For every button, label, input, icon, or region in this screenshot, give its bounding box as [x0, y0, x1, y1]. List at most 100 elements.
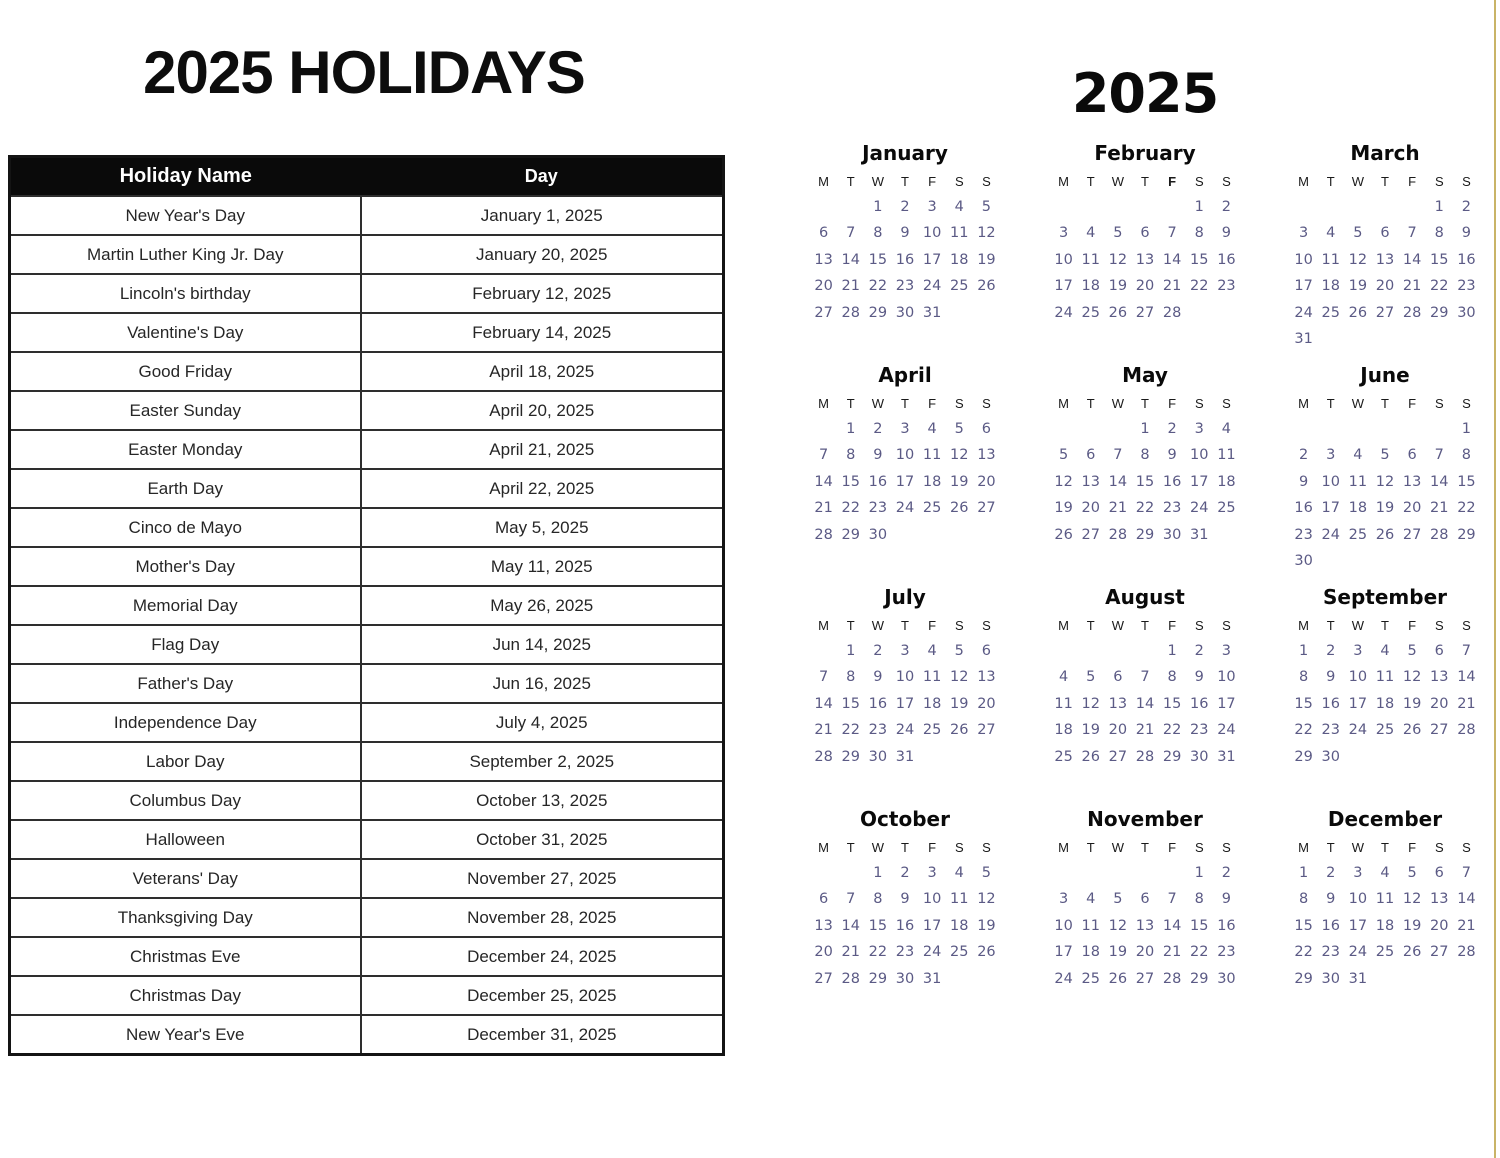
- day-cell: 13: [977, 447, 996, 464]
- day-cell: 14: [814, 473, 833, 490]
- weekday-letter: T: [846, 174, 855, 189]
- day-cell: 15: [1162, 695, 1182, 712]
- holiday-date-cell: May 11, 2025: [359, 546, 725, 587]
- day-cell: 5: [1407, 865, 1417, 881]
- month-january: January M T W T F S S 1 2 3 4 5 6 7 8 9 10 11 12 13 14 15 16 17 1…: [810, 141, 1000, 363]
- day-cell: 8: [1298, 669, 1309, 686]
- day-cell: 14: [1457, 891, 1476, 908]
- days-grid: 1 2 3 4 5 6 7 8 9 10 11 12 13 14 15 16 17 18 19 20 21 22 23 24 2…: [810, 860, 1000, 992]
- weekday-letter: F: [928, 174, 937, 189]
- day-cell: 11: [922, 669, 942, 686]
- day-cell: 9: [1326, 891, 1336, 908]
- day-cell: 5: [1086, 669, 1096, 686]
- day-cell: 16: [1217, 917, 1236, 934]
- weekday-letter: W: [1351, 174, 1364, 189]
- day-cell: 21: [841, 944, 860, 961]
- day-cell: 24: [922, 944, 942, 961]
- day-cell: 15: [1135, 473, 1155, 490]
- day-cell: 20: [1430, 917, 1449, 934]
- day-cell: 30: [1321, 748, 1340, 765]
- day-cell: 12: [977, 225, 996, 242]
- day-cell: 20: [977, 473, 996, 490]
- day-cell: 3: [1058, 225, 1069, 242]
- holiday-row: New Year's Eve December 31, 2025: [8, 1014, 725, 1056]
- holiday-row: Columbus Day October 13, 2025: [8, 780, 725, 821]
- weekday-letter: T: [1326, 618, 1335, 633]
- day-cell: 26: [1375, 526, 1395, 543]
- day-cell: 27: [1135, 304, 1155, 321]
- weekday-letter: W: [871, 174, 884, 189]
- day-cell: 5: [1380, 447, 1390, 464]
- month-april: April M T W T F S S 1 2 3 4 5 6 7 8 9 10 11 12 13 14 15 16 17 18 1…: [810, 363, 1000, 585]
- day-cell: 11: [950, 891, 969, 908]
- weekday-letter: T: [846, 396, 855, 411]
- day-cell: 7: [846, 891, 856, 908]
- holiday-row: Valentine's Day February 14, 2025: [8, 312, 725, 353]
- holiday-date-cell: February 12, 2025: [359, 273, 725, 314]
- day-cell: 5: [954, 643, 964, 659]
- day-cell: 6: [1434, 643, 1444, 659]
- day-cell: 24: [1190, 500, 1209, 517]
- holiday-table: Holiday Name Day New Year's Day January 1…: [8, 155, 725, 1056]
- weekday-letter: S: [1222, 174, 1231, 189]
- day-cell: 19: [1348, 278, 1368, 295]
- weekday-letter: T: [1086, 174, 1095, 189]
- day-cell: 1: [873, 199, 883, 215]
- day-cell: 1: [1194, 199, 1204, 215]
- holiday-name-column-header: Holiday Name: [9, 156, 361, 196]
- day-cell: 29: [1135, 526, 1155, 543]
- holiday-row: Martin Luther King Jr. Day January 20, 20…: [8, 234, 725, 275]
- day-cell: 20: [1430, 695, 1449, 712]
- holiday-name-cell: Father's Day: [8, 663, 362, 704]
- holiday-date-cell: November 28, 2025: [359, 897, 725, 938]
- day-cell: 17: [895, 473, 915, 490]
- days-grid: 1 2 3 4 5 6 7 8 9 10 11 12 13 14 15 16 17 18 19 20 21 22 23 24 2…: [1050, 416, 1240, 548]
- day-cell: 8: [1298, 891, 1309, 908]
- holiday-row: Cinco de Mayo May 5, 2025: [8, 507, 725, 548]
- day-cell: 14: [841, 917, 860, 934]
- day-cell: 17: [895, 695, 915, 712]
- holiday-date-cell: October 13, 2025: [359, 780, 725, 821]
- day-cell: 14: [1402, 251, 1422, 268]
- day-cell: 26: [1054, 526, 1073, 543]
- weekday-letter: W: [871, 396, 884, 411]
- day-cell: 18: [1054, 722, 1073, 739]
- holiday-row: Independence Day July 4, 2025: [8, 702, 725, 743]
- holiday-date-cell: May 5, 2025: [359, 507, 725, 548]
- day-cell: 13: [814, 917, 833, 934]
- day-cell: 30: [1217, 970, 1236, 987]
- day-cell: 25: [950, 278, 969, 295]
- day-cell: 27: [1430, 944, 1449, 961]
- day-cell: 17: [922, 917, 942, 934]
- day-cell: 8: [873, 225, 883, 242]
- day-cell: 2: [873, 421, 883, 437]
- holiday-row: Halloween October 31, 2025: [8, 819, 725, 860]
- day-cell: 10: [1217, 669, 1236, 686]
- day-cell: 3: [1353, 865, 1363, 881]
- day-cell: 14: [814, 695, 833, 712]
- day-cell: 13: [1135, 251, 1155, 268]
- day-cell: 16: [868, 695, 888, 712]
- weekday-letter: S: [1194, 618, 1204, 633]
- days-grid: 1 2 3 4 5 6 7 8 9 10 11 12 13 14 15 16 17 18 19 20 21 22 23 24 2…: [810, 194, 1000, 326]
- holiday-row: Veterans' Day November 27, 2025: [8, 858, 725, 899]
- day-cell: 7: [1461, 865, 1472, 881]
- day-cell: 29: [1190, 970, 1209, 987]
- days-grid: 1 2 3 4 5 6 7 8 9 10 11 12 13 14 15 16 17 18 19 20 21 22 23 24 2…: [1290, 416, 1480, 574]
- day-cell: 9: [873, 447, 883, 464]
- day-cell: 27: [1108, 748, 1128, 765]
- day-cell: 6: [1140, 891, 1150, 908]
- weekday-letter: M: [818, 840, 829, 855]
- day-cell: 24: [1348, 944, 1368, 961]
- weekday-letter: T: [1141, 618, 1149, 633]
- day-cell: 28: [1457, 944, 1476, 961]
- weekday-letter: S: [1434, 174, 1444, 189]
- days-grid: 1 2 3 4 5 6 7 8 9 10 11 12 13 14 15 16 17 18 19 20 21 22 23 24 2…: [1050, 194, 1240, 326]
- weekday-letter: S: [1434, 396, 1444, 411]
- day-cell: 26: [1348, 304, 1368, 321]
- day-cell: 1: [1298, 643, 1309, 659]
